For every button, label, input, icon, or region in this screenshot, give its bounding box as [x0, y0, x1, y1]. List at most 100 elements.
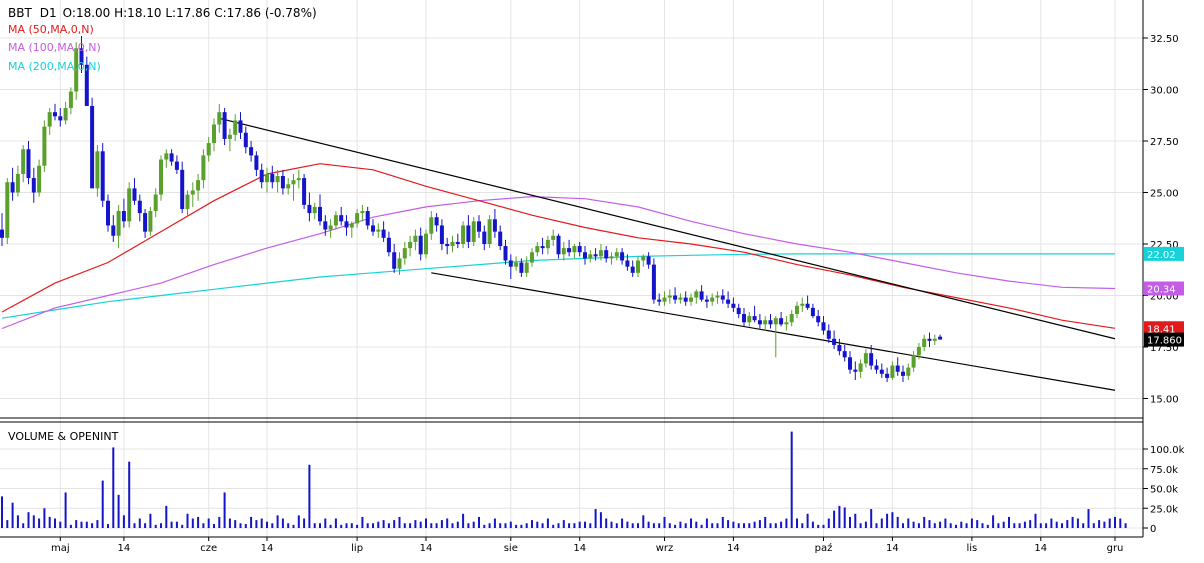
volume-bar [822, 524, 825, 528]
volume-bar [849, 516, 851, 528]
volume-bar [393, 520, 396, 528]
candle [270, 165, 275, 189]
time-tick-label: sie [504, 543, 518, 554]
candle [233, 114, 238, 141]
volume-bar [313, 523, 316, 528]
candle-body [376, 229, 381, 232]
candle-body [636, 260, 640, 273]
candle [434, 213, 439, 232]
candle [302, 173, 307, 209]
volume-bar [478, 516, 480, 528]
volume-bar [817, 524, 820, 528]
candle [503, 239, 508, 265]
volume-bar [568, 523, 571, 528]
candle-body [445, 244, 450, 247]
volume-bar [403, 523, 406, 528]
candle [206, 136, 211, 162]
candle [577, 241, 582, 257]
price-tag-box [1144, 246, 1184, 261]
volume-bar [255, 520, 258, 528]
candle [927, 332, 932, 347]
volume-bar [785, 518, 788, 528]
volume-bar [1061, 523, 1063, 528]
candle [159, 155, 163, 201]
volume-bar [652, 523, 655, 528]
volume-bar [504, 523, 507, 528]
volume-bar [6, 520, 9, 528]
volume-bar [780, 521, 783, 528]
candle [429, 211, 434, 240]
candle [392, 244, 397, 273]
volume-bar [637, 523, 639, 528]
volume-bar [769, 523, 772, 528]
volume-bar [684, 523, 687, 528]
candle-body [826, 330, 831, 339]
volume-bar [287, 523, 290, 528]
candle-body [916, 347, 921, 356]
volume-bar [303, 518, 306, 528]
volume-bar [175, 521, 178, 528]
volume-bar [992, 515, 995, 528]
candle [461, 221, 466, 249]
candle [662, 291, 667, 306]
candle-body [858, 363, 863, 372]
volume-bar [721, 516, 724, 528]
volume-bar [626, 521, 629, 528]
volume-bar [907, 518, 910, 528]
candle-body [397, 258, 402, 269]
candle [768, 314, 773, 329]
volume-bar [213, 524, 215, 528]
time-axis: maj 14 cze 14 lip 14 sie 14 wrz 14 paź 14 lis 14 gru [51, 537, 1123, 554]
candle-body [572, 246, 577, 253]
volume-bar [122, 515, 125, 528]
candle [508, 254, 513, 280]
candle [938, 334, 943, 340]
volume-bar [705, 518, 708, 528]
time-tick-label: wrz [656, 543, 674, 554]
volume-tick-label: 75.0k [1150, 465, 1178, 476]
volume-bar [997, 523, 1000, 528]
candle [318, 194, 322, 226]
volume-bar [138, 518, 141, 528]
volume-bar [875, 523, 878, 528]
candle [800, 297, 805, 312]
volume-bar [80, 521, 83, 528]
candle-body [853, 369, 858, 372]
candle [201, 149, 206, 189]
volume-bar [716, 523, 719, 528]
candle-body [339, 215, 344, 222]
candle [885, 367, 890, 383]
candle-body [450, 241, 455, 247]
price-axis: 32.50 30.00 27.50 25.00 22.50 20.00 17.50 15.00 [1143, 34, 1179, 406]
volume-bar [499, 523, 502, 528]
candle [901, 365, 905, 383]
panel-frames [0, 0, 1144, 538]
volume-bar [345, 523, 348, 528]
volume-bar [838, 505, 841, 528]
volume-bar [986, 524, 989, 528]
volume-bar [1098, 520, 1101, 528]
volume-bar [854, 513, 857, 528]
candle [863, 349, 868, 368]
candle-body [927, 338, 932, 341]
volume-bar [949, 523, 952, 528]
candle [53, 103, 57, 121]
volume-bar [340, 524, 343, 528]
candle-body [837, 344, 842, 352]
candle-body [275, 176, 280, 183]
volume-bar [552, 524, 555, 528]
candle [837, 338, 842, 356]
candle [715, 291, 720, 304]
volume-bar [700, 524, 703, 528]
candle [116, 204, 121, 249]
volume-bar [191, 518, 194, 528]
candle-body [243, 132, 248, 148]
volume-bar [112, 447, 115, 528]
candle [121, 198, 126, 228]
candle [651, 258, 656, 304]
candlesticks [0, 35, 943, 383]
volume-bar [85, 521, 88, 528]
candle [413, 229, 418, 251]
volume-bar [796, 518, 798, 528]
